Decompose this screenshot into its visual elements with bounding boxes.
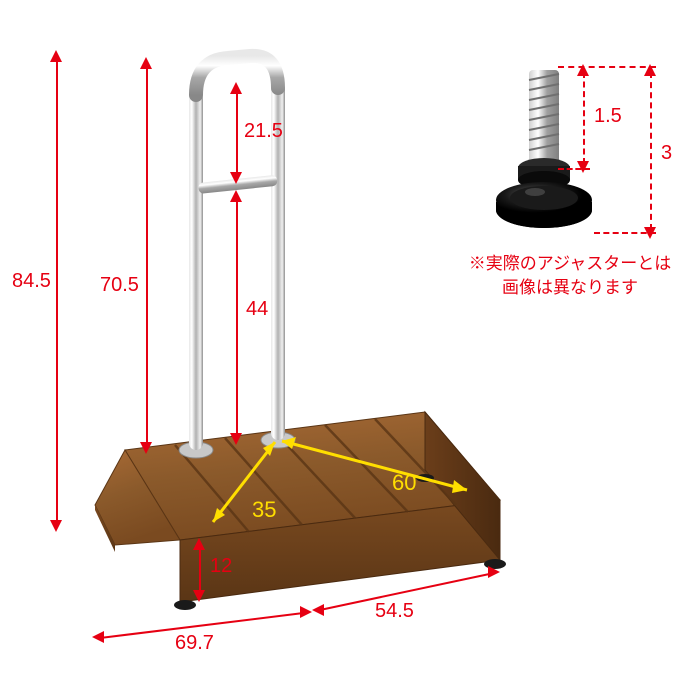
dim-upper-gap: 21.5 (244, 120, 283, 143)
diagram-canvas: 84.5 70.5 21.5 44 12 69.7 54.5 35 60 1.5… (0, 0, 700, 700)
dim-arrow-adjuster-thread (583, 72, 585, 164)
note-line-1: ※実際のアジャスターとは (469, 254, 671, 273)
dim-arrow-handrail-height (146, 65, 148, 445)
dim-adjuster-total: 3 (661, 142, 672, 165)
dim-total-width: 69.7 (175, 632, 214, 655)
dim-step-height: 12 (210, 555, 232, 578)
dim-arrow-lower-gap (236, 198, 238, 436)
dim-adjuster-thread: 1.5 (594, 105, 622, 128)
ext-line-1 (558, 66, 656, 68)
dim-step-depth: 35 (252, 497, 276, 523)
dim-step-width: 60 (392, 470, 416, 496)
ext-line-3 (594, 232, 656, 234)
dim-arrow-total-height (56, 58, 58, 523)
ext-line-2 (558, 168, 590, 170)
dim-handrail-height: 70.5 (100, 274, 139, 297)
dim-arrow-upper-gap (236, 90, 238, 175)
dim-arrow-step-height (199, 545, 201, 593)
dim-total-height: 84.5 (12, 270, 51, 293)
dim-platform-width: 54.5 (375, 600, 414, 623)
dim-lower-gap: 44 (246, 298, 268, 321)
adjuster-note: ※実際のアジャスターとは 画像は異なります (450, 252, 690, 300)
note-line-2: 画像は異なります (502, 278, 638, 297)
dim-arrow-adjuster-total (650, 72, 652, 230)
